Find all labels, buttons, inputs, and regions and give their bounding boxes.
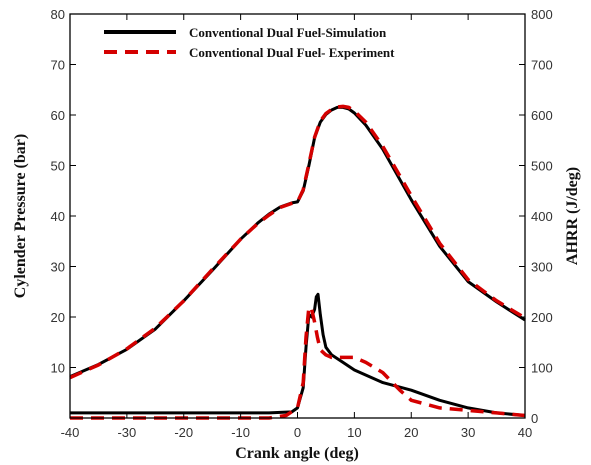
x-tick-label: -30 [117,425,136,440]
x-axis-title: Crank angle (deg) [235,445,359,462]
y-tick-label: 20 [51,310,65,325]
x-tick-label: -20 [174,425,193,440]
x-tick-label: -10 [231,425,250,440]
y2-tick-label: 400 [531,209,553,224]
y2-axis-title: AHRR (J/deg) [564,167,581,265]
series-lines [69,104,526,420]
y2-tick-label: 700 [531,58,553,73]
axis-tick-labels: -40 -30 -20 -10 0 10 20 30 401020304050607080010… [51,7,553,440]
legend-label-experiment: Conventional Dual Fuel- Experiment [189,45,395,60]
x-tick-label: 10 [347,425,361,440]
x-tick-label: 30 [461,425,475,440]
y2-tick-label: 600 [531,108,553,123]
x-tick-label: 40 [518,425,532,440]
simulation-pressure-line [69,105,526,378]
y-tick-label: 30 [51,260,65,275]
y2-tick-label: 0 [531,411,538,426]
y-tick-label: 60 [51,108,65,123]
legend-label-simulation: Conventional Dual Fuel-Simulation [189,25,387,40]
plot-frame [69,13,526,419]
x-tick-label: 0 [294,425,301,440]
axis-ticks [69,13,526,419]
y2-tick-label: 200 [531,310,553,325]
y-axis-title: Cylender Pressure (bar) [12,134,29,298]
y-tick-label: 10 [51,361,65,376]
y-tick-label: 50 [51,159,65,174]
simulation-ahrr-line [70,292,526,417]
legend: Conventional Dual Fuel-Simulation Conven… [104,25,395,60]
y-tick-label: 80 [51,7,65,22]
y2-tick-label: 800 [531,7,553,22]
y2-tick-label: 300 [531,260,553,275]
y-tick-label: 40 [51,209,65,224]
experiment-ahrr-line [70,305,526,420]
y2-tick-label: 500 [531,159,553,174]
y-tick-label: 70 [51,58,65,73]
experiment-pressure-line [69,104,526,380]
x-tick-label: -40 [61,425,80,440]
x-tick-label: 20 [404,425,418,440]
y2-tick-label: 100 [531,361,553,376]
